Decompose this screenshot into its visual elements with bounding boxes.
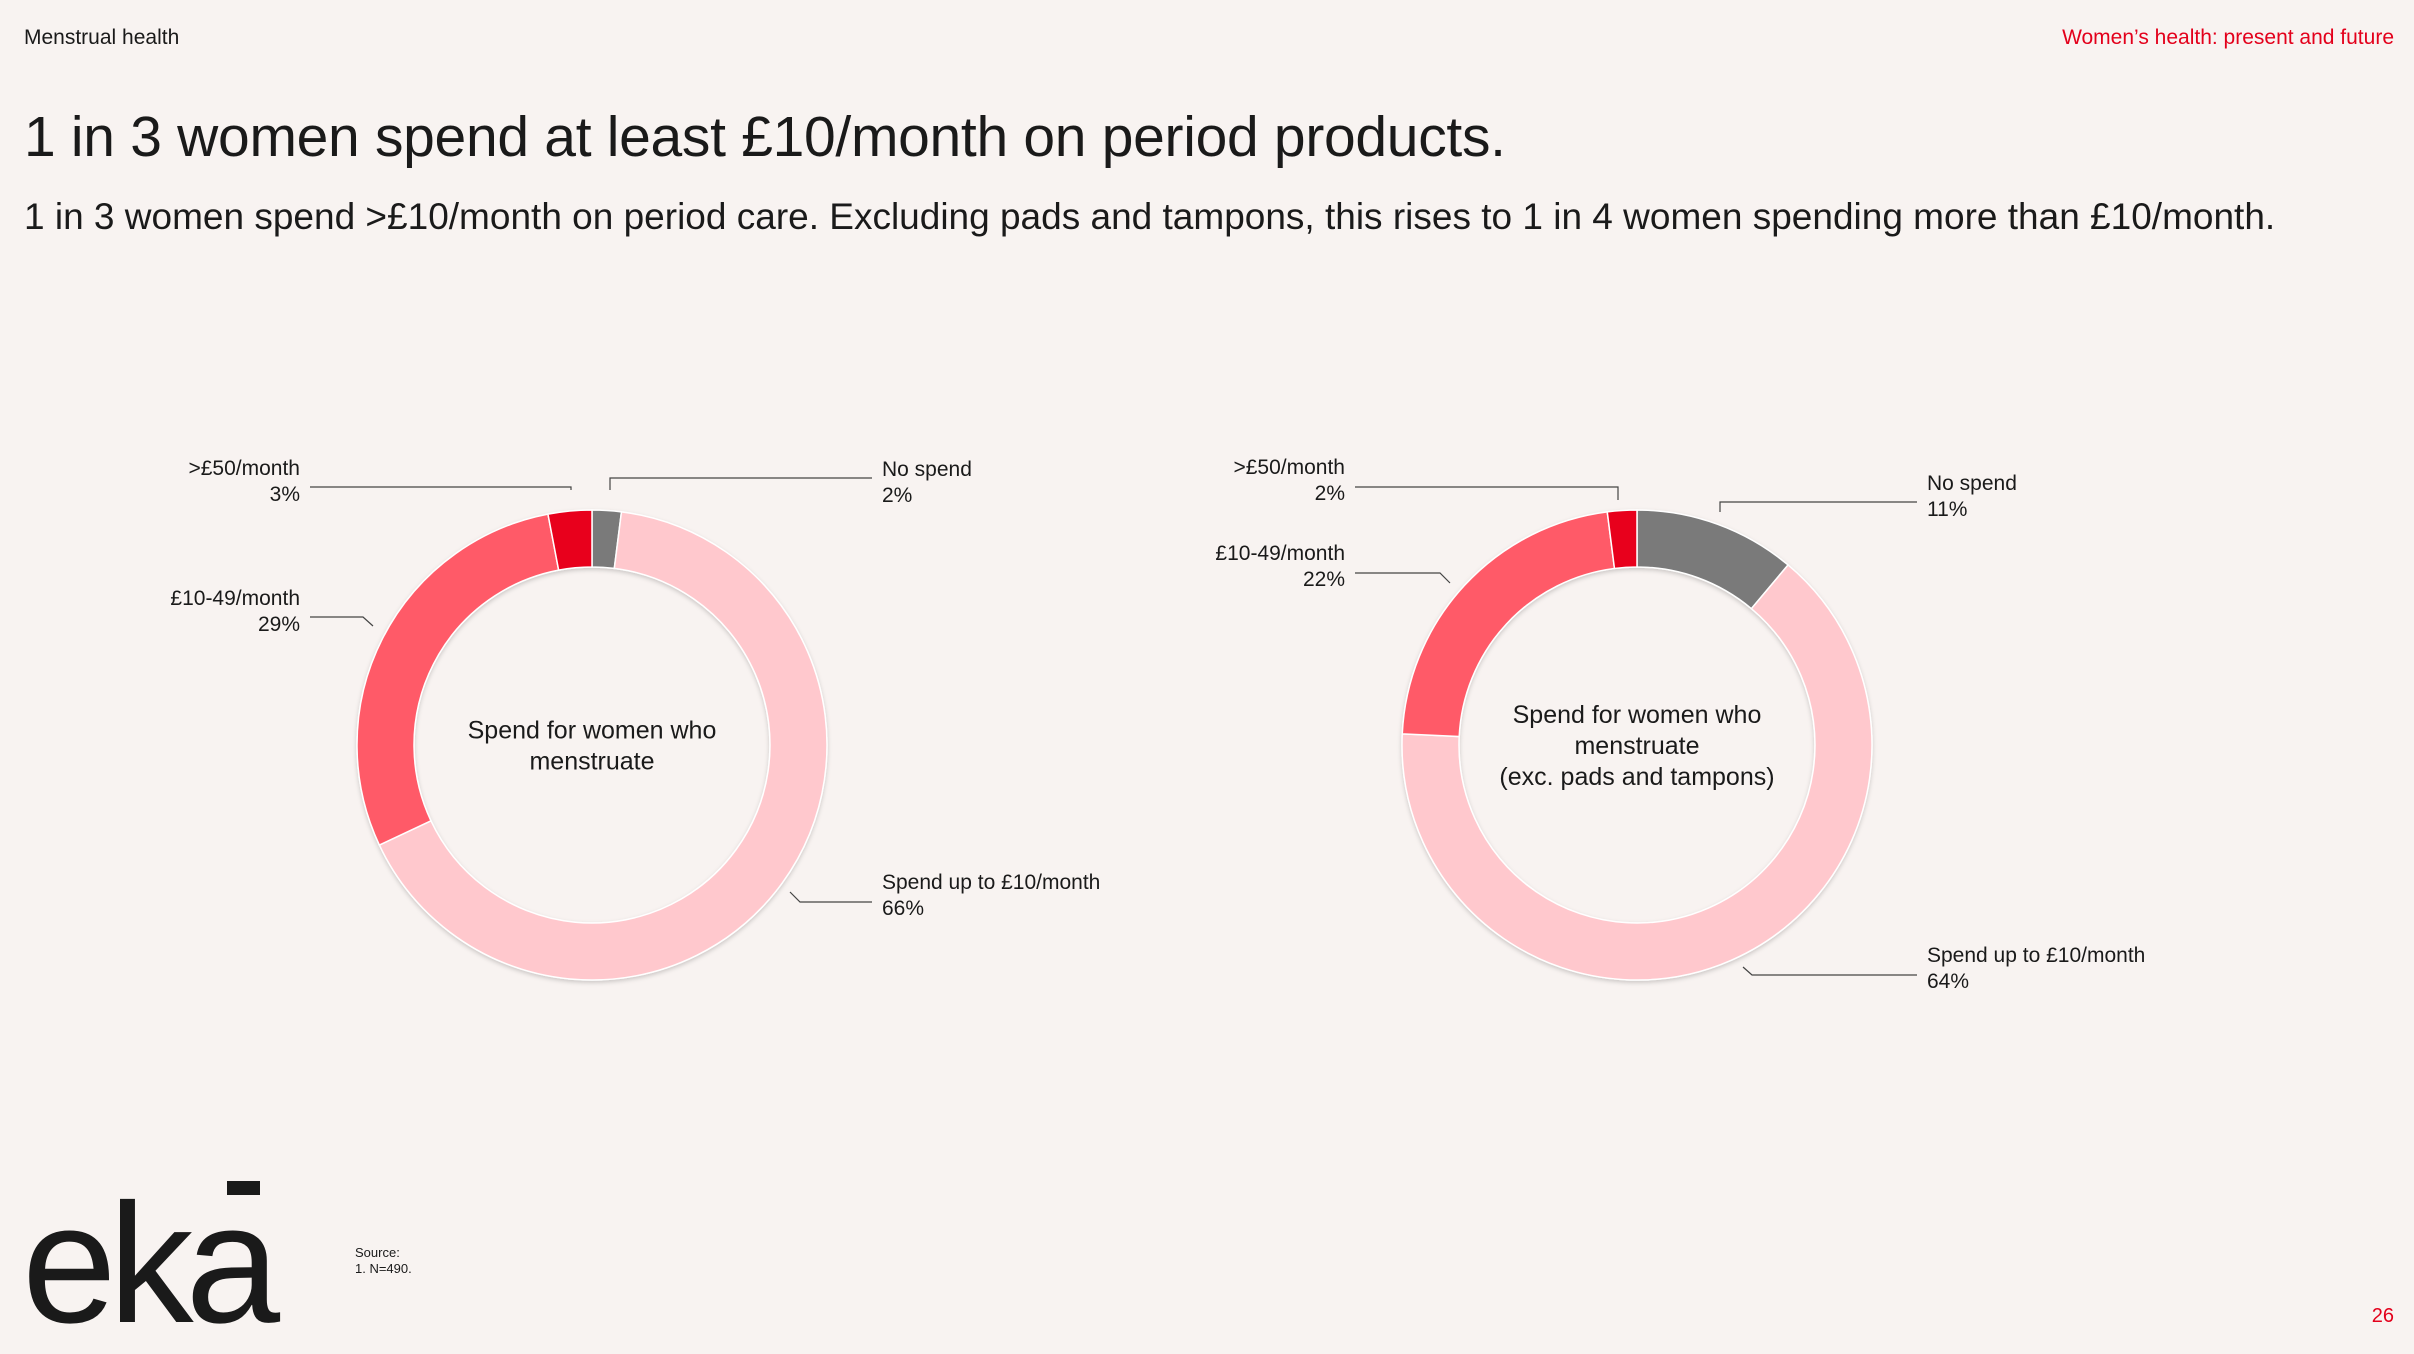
- eka-logo: eka: [22, 1180, 289, 1340]
- page-number: 26: [2371, 1305, 2394, 1327]
- value-label-no-spend: 11%: [1927, 498, 1967, 521]
- label-10-49-month: £10-49/month: [170, 587, 300, 610]
- slice-10-49-month: [356, 513, 560, 847]
- leader-line-10-49-month: [310, 616, 374, 627]
- value-label-spend-up-to-10-month: 66%: [882, 897, 924, 920]
- chart-center-title: Spend for women who: [468, 717, 717, 745]
- slice-spend-up-to-10-month: [1401, 563, 1873, 981]
- value-label-no-spend: 2%: [882, 484, 912, 507]
- slice-spend-up-to-10-month: [378, 511, 828, 981]
- chart-center-title: menstruate: [1574, 732, 1699, 760]
- deck-title: Women’s health: present and future: [2062, 26, 2394, 49]
- value-label-10-49-month: 22%: [1303, 568, 1345, 591]
- label-50-month: >£50/month: [1233, 456, 1345, 479]
- donut-chart-2: [1401, 509, 1873, 981]
- leader-line-10-49-month: [1355, 572, 1451, 584]
- label-no-spend: No spend: [882, 458, 972, 481]
- page-subtitle: 1 in 3 women spend >£10/month on period …: [24, 196, 2276, 237]
- section-label: Menstrual health: [24, 26, 180, 49]
- label-no-spend: No spend: [1927, 472, 2017, 495]
- chart-center-title: Spend for women who: [1513, 701, 1762, 729]
- page-title: 1 in 3 women spend at least £10/month on…: [24, 105, 1506, 169]
- value-label-10-49-month: 29%: [258, 613, 300, 636]
- leader-line-no-spend: [609, 477, 872, 490]
- logo-wordmark: eka: [22, 1180, 281, 1340]
- leader-line-no-spend: [1719, 501, 1917, 512]
- source-note: 1. N=490.: [355, 1261, 412, 1276]
- label-10-49-month: £10-49/month: [1215, 542, 1345, 565]
- source-block: Source: 1. N=490.: [355, 1245, 412, 1277]
- value-label-spend-up-to-10-month: 64%: [1927, 970, 1969, 993]
- leader-line-spend-up-to-10-month: [789, 891, 872, 903]
- slice-50-month: [1606, 509, 1638, 570]
- value-label-50-month: 2%: [1315, 482, 1345, 505]
- label-spend-up-to-10-month: Spend up to £10/month: [1927, 944, 2145, 967]
- leader-line-50-month: [1355, 486, 1619, 500]
- slice-50-month: [547, 509, 593, 572]
- value-label-50-month: 3%: [270, 483, 300, 506]
- leader-line-spend-up-to-10-month: [1742, 966, 1917, 976]
- leader-line-50-month: [310, 486, 572, 490]
- label-50-month: >£50/month: [188, 457, 300, 480]
- donut-chart-1: [356, 509, 828, 981]
- label-spend-up-to-10-month: Spend up to £10/month: [882, 871, 1100, 894]
- chart-center-title: menstruate: [529, 748, 654, 776]
- source-title: Source:: [355, 1245, 400, 1260]
- chart-center-title: (exc. pads and tampons): [1499, 763, 1774, 791]
